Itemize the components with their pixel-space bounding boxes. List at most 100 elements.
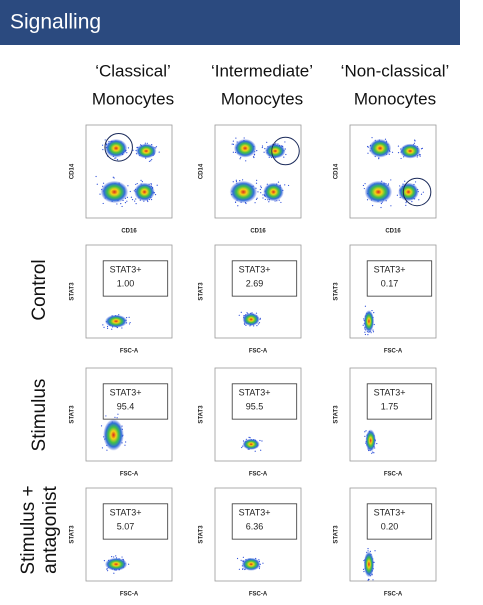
gate-label: STAT3+ — [374, 507, 406, 517]
gate-box — [366, 383, 433, 420]
x-axis-label: FSC-A — [249, 472, 268, 478]
event-dot — [370, 332, 372, 334]
event-dot — [244, 323, 246, 325]
density — [399, 143, 421, 159]
event-dot — [254, 450, 256, 452]
event-dot — [259, 318, 261, 320]
density — [364, 180, 393, 204]
event-dot — [128, 563, 130, 565]
event-dot — [414, 139, 416, 141]
event-dot — [130, 196, 133, 198]
event-dot — [380, 202, 382, 205]
x-axis-label: FSC-A — [120, 349, 139, 355]
event-dot — [261, 145, 264, 147]
event-dot — [365, 430, 367, 432]
row-label: Control — [29, 259, 50, 320]
event-dot — [372, 331, 375, 333]
event-dot — [231, 143, 233, 145]
event-dot — [367, 334, 369, 336]
event-dot — [364, 305, 367, 307]
event-dot — [245, 202, 247, 205]
event-dot — [411, 201, 413, 203]
x-axis-label: CD16 — [250, 229, 266, 235]
event-dot — [232, 143, 235, 146]
row-label: antagonist — [40, 485, 61, 573]
event-dot — [362, 184, 365, 187]
event-dot — [150, 182, 152, 185]
event-dot — [124, 444, 126, 446]
event-dot — [151, 158, 153, 161]
y-axis-label: STAT3 — [70, 405, 76, 424]
column-title: Monocytes — [354, 89, 436, 108]
event-dot — [373, 323, 375, 326]
event-dot — [116, 159, 119, 161]
event-dot — [255, 182, 258, 184]
density — [242, 312, 260, 326]
event-dot — [252, 156, 255, 158]
event-dot — [96, 183, 98, 185]
event-dot — [147, 200, 149, 203]
event-dot — [240, 156, 242, 158]
event-dot — [150, 198, 153, 201]
x-axis-label: CD16 — [121, 229, 137, 235]
density — [263, 182, 284, 202]
gate-percent: 95.5 — [246, 401, 264, 411]
event-dot — [287, 184, 290, 187]
event-dot — [405, 204, 407, 207]
event-dot — [106, 570, 109, 572]
x-axis-label: FSC-A — [384, 592, 403, 598]
event-dot — [241, 446, 243, 449]
density — [368, 138, 392, 158]
density — [103, 419, 124, 451]
x-axis-label: FSC-A — [384, 472, 403, 478]
y-axis-label: STAT3 — [199, 282, 205, 301]
event-dot — [259, 439, 261, 442]
event-dot — [240, 559, 242, 561]
event-dot — [397, 152, 400, 154]
event-dot — [158, 151, 160, 153]
gate-box — [366, 503, 433, 540]
event-dot — [241, 560, 243, 562]
event-dot — [256, 197, 258, 199]
event-dot — [364, 435, 366, 437]
event-dot — [134, 200, 136, 202]
event-dot — [255, 312, 258, 314]
event-dot — [422, 191, 424, 193]
event-dot — [278, 199, 280, 201]
event-dot — [260, 185, 262, 187]
event-dot — [112, 176, 114, 178]
event-dot — [373, 452, 375, 454]
event-dot — [128, 323, 131, 325]
event-dot — [396, 194, 398, 196]
event-dot — [259, 188, 261, 191]
event-dot — [242, 440, 245, 442]
event-dot — [236, 557, 239, 560]
event-dot — [95, 175, 97, 178]
event-dot — [106, 327, 109, 329]
gate-percent: 5.07 — [117, 521, 135, 531]
event-dot — [125, 317, 128, 319]
event-dot — [363, 187, 365, 190]
event-dot — [239, 180, 241, 182]
event-dot — [368, 578, 370, 581]
plot-frame — [85, 367, 173, 462]
event-dot — [124, 202, 127, 204]
event-dot — [242, 556, 244, 558]
y-axis-label: STAT3 — [334, 405, 340, 424]
event-dot — [114, 416, 116, 418]
density — [398, 182, 419, 202]
event-dot — [106, 325, 109, 328]
gate-box — [231, 260, 298, 297]
event-dot — [390, 179, 392, 181]
event-dot — [264, 198, 266, 201]
event-dot — [284, 141, 286, 143]
event-dot — [243, 137, 245, 139]
event-dot — [113, 177, 115, 179]
event-dot — [102, 324, 104, 326]
event-dot — [400, 157, 402, 160]
event-dot — [362, 324, 364, 326]
event-dot — [239, 158, 241, 160]
event-dot — [103, 326, 105, 328]
plot-frame — [85, 124, 173, 219]
